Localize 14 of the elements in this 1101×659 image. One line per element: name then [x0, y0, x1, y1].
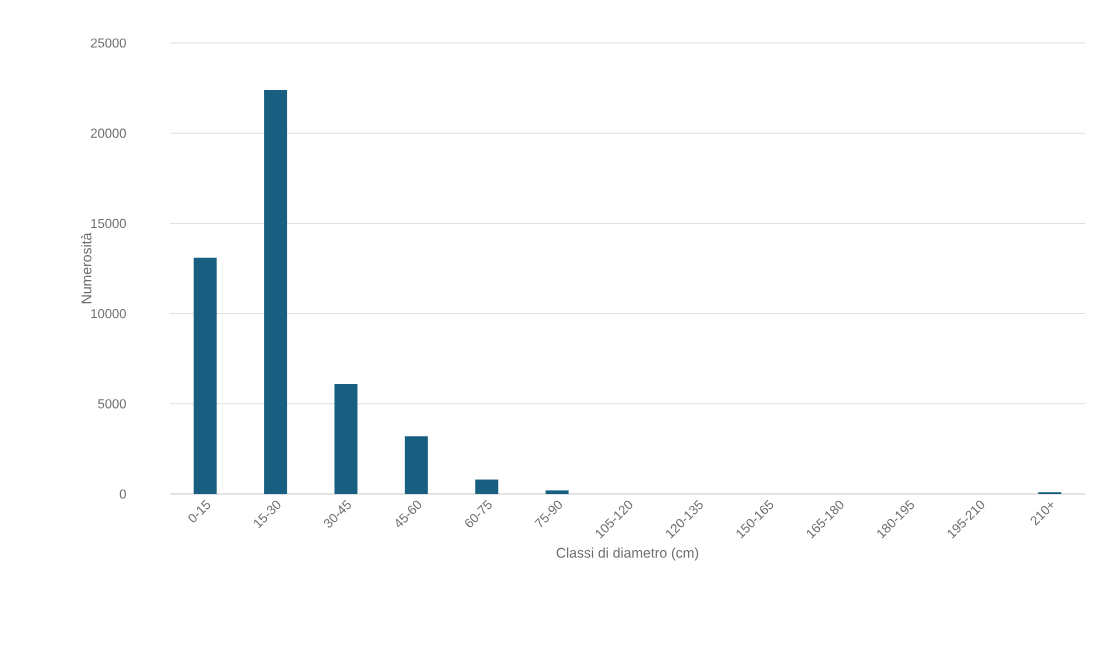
- bar: [545, 490, 569, 494]
- y-tick-label: 5000: [98, 399, 126, 409]
- y-tick-label: 25000: [90, 38, 126, 48]
- bar: [475, 479, 499, 494]
- bar: [404, 436, 428, 494]
- bar: [193, 257, 217, 494]
- x-axis-title: Classi di diametro (cm): [556, 547, 699, 561]
- y-tick-label: 20000: [90, 128, 126, 138]
- bar: [264, 89, 288, 494]
- y-axis-title: Numerosità: [80, 232, 92, 304]
- bar: [334, 383, 358, 494]
- y-tick-label: 15000: [91, 218, 126, 228]
- y-tick-label: 0: [119, 489, 126, 499]
- y-tick-label: 10000: [91, 309, 126, 319]
